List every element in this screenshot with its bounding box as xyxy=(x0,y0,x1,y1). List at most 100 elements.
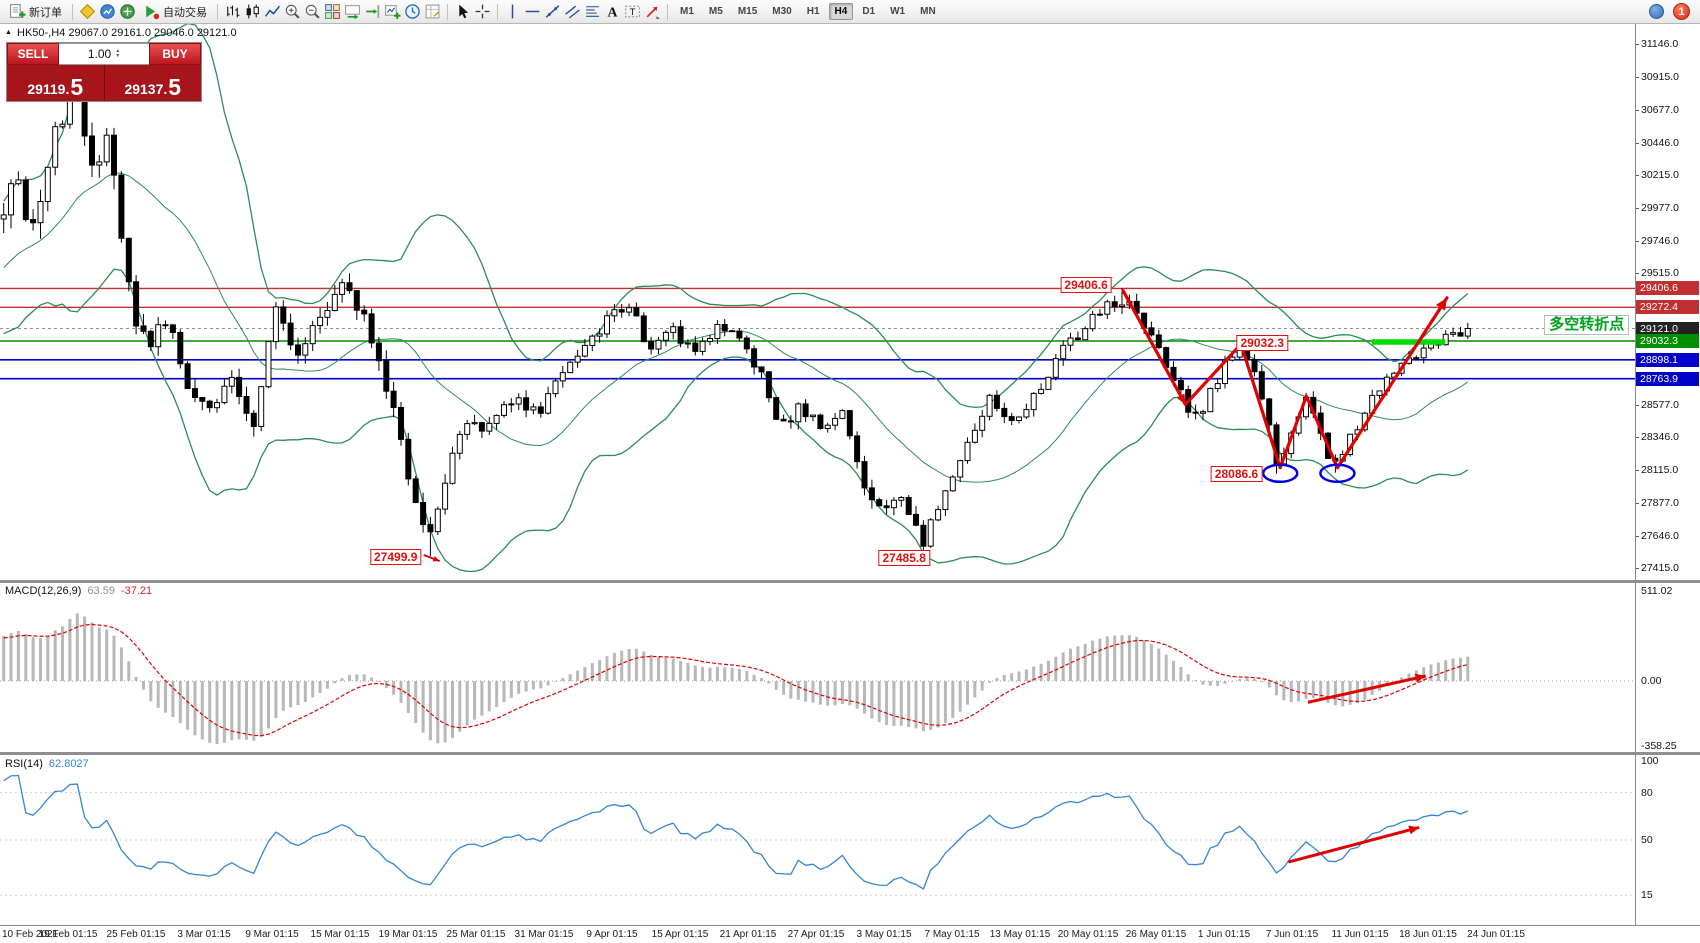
trendline-icon[interactable] xyxy=(543,2,562,21)
timeframe-M15-button[interactable]: M15 xyxy=(737,6,758,17)
axis-tick-mark xyxy=(1635,404,1639,406)
time-axis-label: 7 May 01:15 xyxy=(924,929,980,940)
price-tick-label: 29977.0 xyxy=(1641,202,1679,215)
vertical-line-icon[interactable] xyxy=(503,2,522,21)
rsi-name: RSI(14) xyxy=(5,758,43,770)
price-tick-label: 30215.0 xyxy=(1641,168,1679,181)
timeframe-H1-button[interactable]: H1 xyxy=(806,6,820,17)
timeframe-W1-button[interactable]: W1 xyxy=(890,6,906,17)
time-axis-label: 9 Mar 01:15 xyxy=(245,929,299,940)
time-axis-label: 25 Mar 01:15 xyxy=(446,929,506,940)
community-icon[interactable] xyxy=(1649,4,1664,19)
timeframe-M30-button[interactable]: M30 xyxy=(772,6,792,17)
rsi-value: 62.8027 xyxy=(48,758,89,770)
axis-tick-mark xyxy=(1635,469,1639,471)
time-axis-label: 15 Mar 01:15 xyxy=(310,929,370,940)
price-tag-label: 28898.1 xyxy=(1636,352,1699,367)
line-chart-icon[interactable] xyxy=(263,2,282,21)
crosshair-icon[interactable] xyxy=(473,2,492,21)
axis-tick-mark xyxy=(1635,437,1639,439)
price-tick-label: 27646.0 xyxy=(1641,529,1679,542)
price-tag-label: 29121.0 xyxy=(1636,321,1699,336)
price-tick-label: 28346.0 xyxy=(1641,431,1679,444)
new-chart-icon[interactable] xyxy=(383,2,402,21)
time-axis-label: 7 Jun 01:15 xyxy=(1265,929,1319,940)
time-axis-label: 3 Mar 01:15 xyxy=(177,929,231,940)
macd-signal-value: -37.21 xyxy=(120,585,153,597)
macd-axis-label: -358.25 xyxy=(1641,740,1677,752)
text-icon[interactable]: A xyxy=(603,2,622,21)
new-order-button[interactable]: 新订单 xyxy=(4,2,67,22)
axis-tick-mark xyxy=(1635,208,1639,210)
zoom-out-icon[interactable] xyxy=(303,2,322,21)
price-tick-label: 28577.0 xyxy=(1641,398,1679,411)
timeframe-H4-button[interactable]: H4 xyxy=(828,3,854,20)
rsi-axis-label: 100 xyxy=(1641,755,1659,767)
pane-separator[interactable] xyxy=(0,752,1700,755)
one-click-trade-panel: SELL 1.00 ▲ ▼ BUY 29119. 5 29137. 5 xyxy=(6,42,202,102)
market-watch-icon[interactable] xyxy=(78,2,97,21)
toolbar-separator xyxy=(447,3,448,20)
price-tick-label: 27877.0 xyxy=(1641,497,1679,510)
zoom-in-icon[interactable] xyxy=(283,2,302,21)
candles-icon[interactable] xyxy=(243,2,262,21)
equidistant-channel-icon[interactable] xyxy=(563,2,582,21)
navigator-icon[interactable] xyxy=(118,2,137,21)
price-axis: 31146.0 30915.0 30677.0 30446.0 30215.0 29977… xyxy=(1635,0,1700,943)
toolbar-separator xyxy=(667,3,668,20)
sell-button[interactable]: SELL xyxy=(7,43,59,65)
axis-tick-mark xyxy=(1635,44,1639,46)
chart-ohlc-header: ▲ HK50-,H4 29067.0 29161.0 29046.0 29121… xyxy=(5,27,237,39)
spin-up-icon[interactable]: ▲ xyxy=(115,48,121,54)
axis-tick-mark xyxy=(1635,503,1639,505)
chart-shift-icon[interactable] xyxy=(363,2,382,21)
auto-scroll-icon[interactable] xyxy=(343,2,362,21)
new-order-label: 新订单 xyxy=(29,6,62,19)
arrows-icon[interactable] xyxy=(643,2,662,21)
price-divider xyxy=(103,65,105,101)
sell-price-big-digit: 5 xyxy=(70,74,84,100)
bars-icon[interactable] xyxy=(223,2,242,21)
data-window-icon[interactable] xyxy=(98,2,117,21)
pane-separator[interactable] xyxy=(0,580,1700,583)
cursor-icon[interactable] xyxy=(453,2,472,21)
auto-trading-button[interactable]: 自动交易 xyxy=(138,2,212,22)
price-axis-border xyxy=(1635,24,1636,925)
text-label-icon[interactable]: T xyxy=(623,2,642,21)
time-axis-label: 18 Jun 01:15 xyxy=(1399,929,1457,940)
timeframe-MN-button[interactable]: MN xyxy=(920,6,936,17)
price-tick-label: 29515.0 xyxy=(1641,267,1679,280)
timeframe-M5-button[interactable]: M5 xyxy=(708,6,723,17)
time-axis-label: 24 Jun 01:15 xyxy=(1467,929,1525,940)
macd-axis-label: 511.02 xyxy=(1641,585,1673,597)
toolbar: 新订单 自动交易 A T M1 M5 M15 M30 H1 H4 D1 W1 MN xyxy=(0,0,1700,24)
volume-spinner[interactable]: ▲ ▼ xyxy=(115,49,120,59)
periods-icon[interactable] xyxy=(403,2,422,21)
buy-price[interactable]: 29137. 5 xyxy=(105,65,202,101)
timeframe-M1-button[interactable]: M1 xyxy=(680,6,694,17)
price-tick-label: 28115.0 xyxy=(1641,463,1679,476)
templates-icon[interactable] xyxy=(423,2,442,21)
price-tag-label: 29272.4 xyxy=(1636,300,1699,315)
axis-tick-mark xyxy=(1635,240,1639,242)
volume-input[interactable]: 1.00 ▲ ▼ xyxy=(59,43,149,65)
tile-windows-icon[interactable] xyxy=(323,2,342,21)
fibonacci-icon[interactable] xyxy=(583,2,602,21)
ohlc-values: 29067.0 29161.0 29046.0 29121.0 xyxy=(68,27,237,39)
time-axis-label: 26 May 01:15 xyxy=(1125,929,1187,940)
time-axis: 10 Feb 2021 19 Feb 01:15 25 Feb 01:15 3 Mar… xyxy=(0,925,1700,943)
timeframe-D1-button[interactable]: D1 xyxy=(862,6,876,17)
notification-badge[interactable]: 1 xyxy=(1673,3,1690,20)
macd-name: MACD(12,26,9) xyxy=(5,585,82,597)
price-tick-label: 30677.0 xyxy=(1641,104,1679,117)
buy-button[interactable]: BUY xyxy=(149,43,201,65)
time-axis-label: 21 Apr 01:15 xyxy=(719,929,777,940)
spin-down-icon[interactable]: ▼ xyxy=(115,53,121,59)
time-axis-label: 19 Mar 01:15 xyxy=(378,929,438,940)
price-tick-label: 30915.0 xyxy=(1641,70,1679,83)
axis-tick-mark xyxy=(1635,110,1639,112)
horizontal-line-icon[interactable] xyxy=(523,2,542,21)
sell-price[interactable]: 29119. 5 xyxy=(7,65,104,101)
time-axis-label: 1 Jun 01:15 xyxy=(1197,929,1251,940)
